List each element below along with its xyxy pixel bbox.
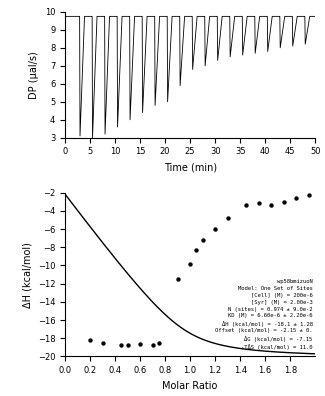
Point [213,226,218,232]
Point [244,202,249,208]
Point [200,237,205,243]
Point [281,199,287,205]
Point [125,341,130,348]
X-axis label: Time (min): Time (min) [163,162,217,172]
Point [188,261,193,267]
Y-axis label: ΔH (kcal/mol): ΔH (kcal/mol) [22,242,32,308]
Point [294,195,299,202]
Point [87,337,93,343]
Y-axis label: DP (μal/s): DP (μal/s) [29,51,39,99]
Point [225,215,230,221]
Text: wp58bmizuoN
Model: One Set of Sites
[Cell] (M) = 200e-6
[Syr] (M) = 2.00e-3
N (s: wp58bmizuoN Model: One Set of Sites [Cel… [215,279,313,350]
Point [306,192,312,199]
Point [156,340,162,346]
Point [269,202,274,209]
Point [175,276,180,282]
X-axis label: Molar Ratio: Molar Ratio [162,381,218,391]
Point [150,341,155,348]
Point [100,340,105,346]
Point [256,200,262,206]
Point [137,341,143,347]
Point [194,247,199,253]
Point [119,342,124,348]
